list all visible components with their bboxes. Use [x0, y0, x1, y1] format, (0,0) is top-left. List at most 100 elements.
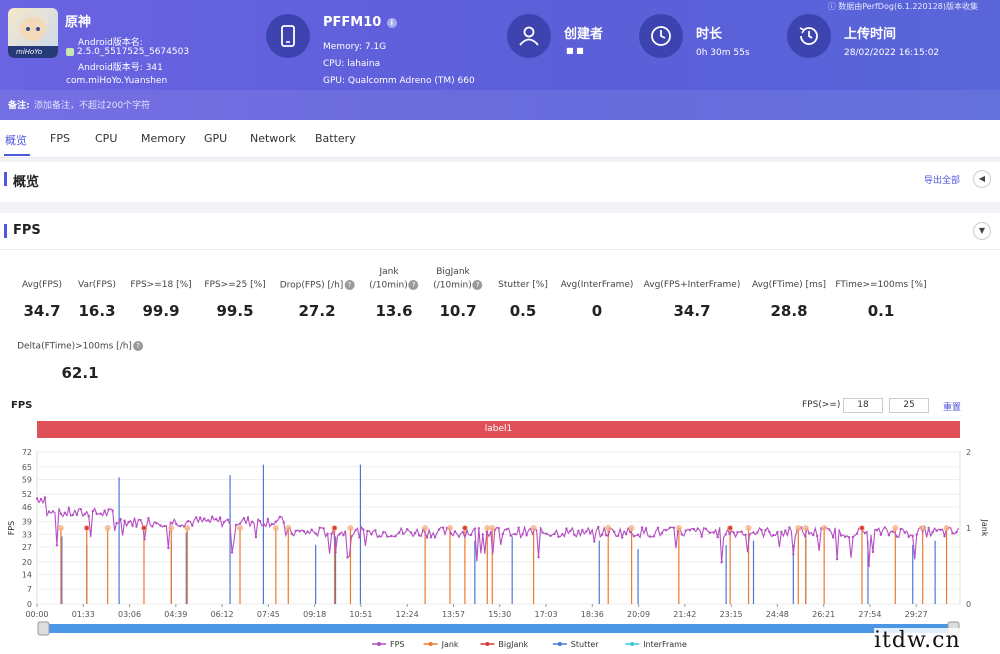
- metric-label-delta-ftime: Delta(FTime)>100ms [/h]?: [17, 341, 143, 352]
- x-tick-label: 13:57: [442, 610, 465, 619]
- jank-marker: [446, 525, 453, 531]
- fps-point: [274, 520, 278, 523]
- fps-point: [63, 511, 67, 514]
- bigjank-marker: [859, 526, 864, 530]
- device-name: PFFM10 i: [323, 15, 397, 30]
- export-all-link[interactable]: 导出全部: [924, 176, 961, 186]
- fps-point: [87, 514, 90, 518]
- jank-marker: [675, 525, 682, 531]
- tab-fps[interactable]: FPS: [50, 132, 70, 145]
- label-band[interactable]: label1: [37, 421, 960, 438]
- jank-marker: [628, 525, 635, 531]
- chevron-left-icon[interactable]: ◀: [973, 170, 991, 188]
- fps-point: [441, 526, 445, 529]
- x-tick-label: 29:27: [905, 610, 928, 619]
- fps-point: [83, 513, 86, 516]
- legend-swatch-dot: [428, 642, 433, 646]
- tab-battery[interactable]: Battery: [315, 132, 356, 145]
- x-tick-label: 01:33: [72, 610, 95, 619]
- fps-point: [191, 524, 194, 527]
- fps-point: [605, 534, 608, 537]
- fps-point: [843, 535, 847, 538]
- fps-point: [302, 529, 305, 533]
- fps-point: [589, 532, 592, 535]
- jank-marker: [237, 525, 244, 531]
- fps-point: [764, 529, 767, 532]
- jank-marker: [745, 525, 752, 531]
- fps-point: [358, 536, 361, 539]
- fps-point: [895, 535, 899, 538]
- fps-chart[interactable]: 0 7 14 20 27 33 39 46 52 59 65 72 0 1 2 FPS Jank 00:00 01:…: [0, 440, 1000, 654]
- metric-value-fps25: 99.5: [216, 302, 254, 320]
- y-tick-label: 65: [22, 463, 32, 472]
- reset-button[interactable]: 重置: [943, 403, 962, 413]
- metric-label-fps-interframe: Avg(FPS+InterFrame): [643, 280, 741, 290]
- metric-label-var-fps: Var(FPS): [77, 280, 117, 290]
- fps-point: [79, 507, 82, 511]
- fps-point: [242, 516, 246, 520]
- app-name: 原神: [65, 15, 92, 30]
- tab-memory[interactable]: Memory: [141, 132, 186, 145]
- fps-point: [644, 527, 648, 530]
- jank-marker: [943, 525, 950, 531]
- fps-point: [226, 518, 230, 521]
- fps-point: [163, 524, 166, 528]
- fps-point: [728, 532, 731, 536]
- fps-point: [155, 521, 158, 525]
- metric-label-interframe: Avg(InterFrame): [560, 280, 634, 290]
- fps-point: [91, 510, 94, 513]
- metric-value-ftime100: 0.1: [867, 302, 895, 320]
- x-tick-label: 26:21: [812, 610, 835, 619]
- tab-overview[interactable]: 概览: [5, 134, 27, 147]
- fps-point: [123, 519, 126, 522]
- tab-gpu[interactable]: GPU: [204, 132, 228, 145]
- help-icon[interactable]: ?: [408, 280, 419, 290]
- upload-value: 28/02/2022 16:15:02: [844, 48, 940, 58]
- fps-point: [553, 532, 556, 536]
- fps-point: [720, 561, 723, 564]
- fps-point: [457, 535, 461, 538]
- fps-threshold-input-1[interactable]: 18: [843, 398, 883, 413]
- info-icon[interactable]: i: [386, 17, 397, 28]
- help-icon[interactable]: ?: [132, 341, 143, 351]
- fps-point: [700, 535, 703, 538]
- fps-point: [684, 529, 688, 532]
- fps-point: [127, 520, 130, 524]
- metric-value-drop: 27.2: [298, 302, 336, 320]
- fps-threshold-input-2[interactable]: 25: [889, 398, 929, 413]
- fps-point: [776, 530, 779, 534]
- fps-point: [545, 532, 548, 535]
- jank-marker: [795, 525, 802, 531]
- y-tick-label: 20: [22, 558, 32, 567]
- help-icon[interactable]: ?: [344, 280, 355, 290]
- help-icon[interactable]: ?: [472, 280, 483, 290]
- bigjank-marker: [332, 526, 337, 530]
- fps-point: [887, 533, 891, 537]
- fps-point: [195, 516, 198, 519]
- fps-point: [903, 531, 906, 534]
- chevron-down-icon[interactable]: ▼: [973, 222, 991, 240]
- tab-network[interactable]: Network: [250, 132, 296, 145]
- fps-point: [254, 535, 258, 539]
- fps-point: [875, 528, 879, 532]
- overview-bar: [4, 172, 7, 186]
- legend-swatch-dot: [630, 642, 635, 646]
- fps-point: [370, 533, 373, 536]
- fps-point: [461, 530, 465, 534]
- legend-label: InterFrame: [643, 640, 687, 649]
- fps-point: [612, 530, 616, 534]
- creator-label: 创建者: [564, 27, 604, 42]
- creator-value: ■ ■: [566, 46, 584, 55]
- overview-section: 概览 导出全部 ◀: [0, 162, 1000, 202]
- fps-point: [593, 540, 596, 543]
- y2-tick-label: 0: [966, 600, 971, 609]
- note-input[interactable]: 添加备注，不超过200个字符: [34, 101, 151, 111]
- fps-point: [740, 530, 743, 533]
- bigjank-marker: [728, 526, 733, 530]
- x-tick-label: 04:39: [164, 610, 187, 619]
- x-tick-label: 17:03: [534, 610, 557, 619]
- fps-point: [210, 515, 214, 518]
- metric-label-fps25: FPS>=25 [%]: [204, 280, 266, 290]
- duration-label: 时长: [696, 27, 723, 42]
- tab-cpu[interactable]: CPU: [95, 132, 118, 145]
